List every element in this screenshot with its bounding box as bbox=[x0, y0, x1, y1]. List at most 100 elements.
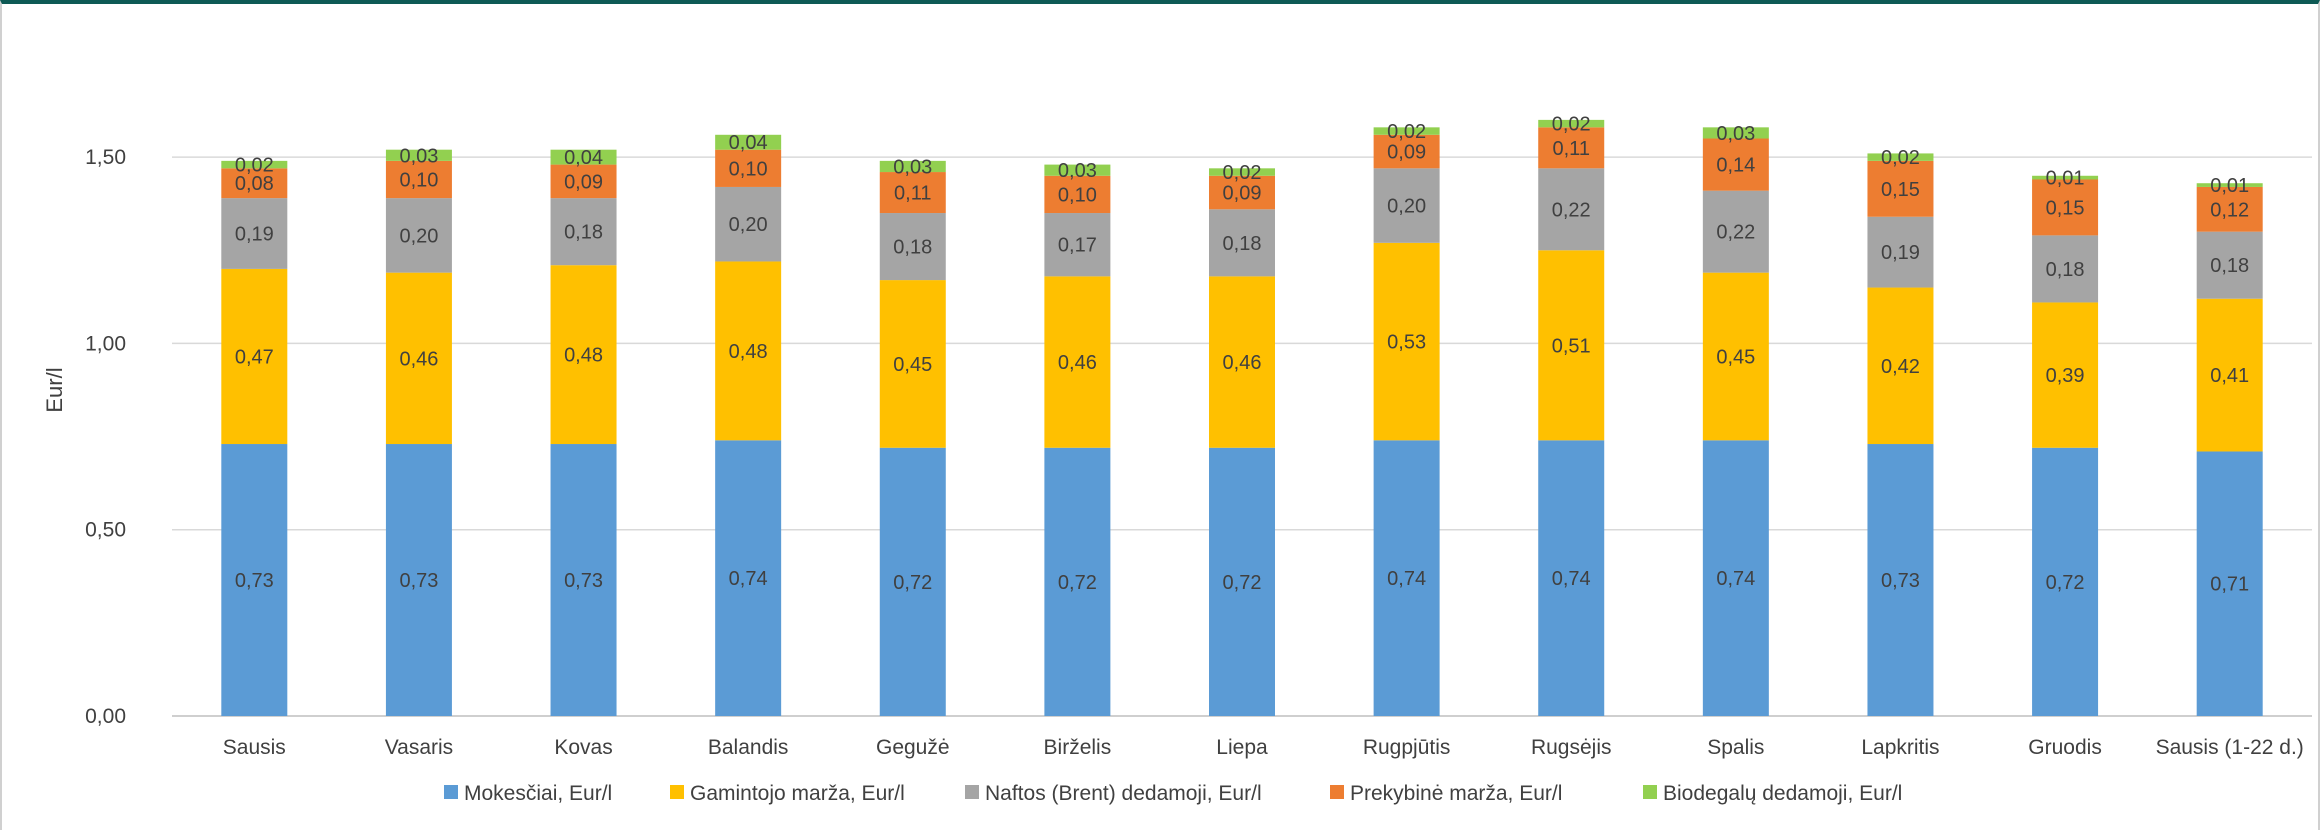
bar-segment bbox=[1209, 276, 1275, 448]
data-label: 0,73 bbox=[1881, 570, 1920, 592]
bar-segment bbox=[1702, 440, 1769, 716]
bar-segment bbox=[879, 213, 946, 281]
data-label: 0,18 bbox=[1223, 233, 1262, 255]
bar-segment bbox=[2032, 302, 2099, 448]
legend-entry: Prekybinė marža, Eur/l bbox=[1350, 782, 1562, 805]
data-label: 0,18 bbox=[564, 222, 603, 244]
bar-segment bbox=[2032, 447, 2099, 716]
bar-segment bbox=[550, 444, 617, 716]
data-label: 0,09 bbox=[1223, 183, 1262, 205]
data-label: 0,10 bbox=[1058, 184, 1097, 206]
legend-swatch bbox=[965, 785, 979, 799]
bar-segment bbox=[2196, 183, 2263, 187]
bar-segment bbox=[550, 149, 617, 165]
bar-segment bbox=[1044, 447, 1111, 716]
bar-segment bbox=[385, 272, 452, 445]
x-tick-label: Sausis (1-22 d.) bbox=[2156, 736, 2304, 759]
bar-segment bbox=[1867, 444, 1934, 716]
bar-segment bbox=[1044, 213, 1111, 277]
data-label: 0,73 bbox=[399, 570, 438, 592]
data-label: 0,20 bbox=[729, 214, 768, 236]
data-label: 0,53 bbox=[1387, 332, 1426, 354]
data-label: 0,22 bbox=[1552, 199, 1591, 221]
data-label: 0,72 bbox=[893, 572, 932, 594]
data-label: 0,12 bbox=[2210, 199, 2249, 221]
data-label: 0,71 bbox=[2210, 574, 2249, 596]
x-tick-label: Rugpjūtis bbox=[1363, 736, 1451, 759]
bar-segment bbox=[1538, 127, 1605, 169]
bar-segment bbox=[1044, 276, 1111, 448]
y-tick-label: 0,00 bbox=[85, 705, 126, 728]
data-label: 0,20 bbox=[1387, 196, 1426, 218]
data-label: 0,17 bbox=[1058, 235, 1097, 257]
data-label: 0,15 bbox=[2046, 197, 2085, 219]
bar-segment bbox=[1044, 164, 1111, 176]
bar-segment bbox=[1209, 175, 1275, 210]
bar-segment bbox=[715, 186, 782, 262]
data-label: 0,18 bbox=[2046, 259, 2085, 281]
data-label: 0,73 bbox=[564, 570, 603, 592]
legend-swatch bbox=[670, 785, 684, 799]
data-label: 0,19 bbox=[235, 224, 274, 246]
data-label: 0,03 bbox=[1716, 123, 1755, 145]
bar-segment bbox=[1538, 250, 1605, 441]
bar-segment bbox=[385, 198, 452, 273]
data-label: 0,51 bbox=[1552, 335, 1591, 357]
legend-swatch bbox=[1643, 785, 1657, 799]
data-label: 0,18 bbox=[2210, 255, 2249, 277]
data-label: 0,72 bbox=[1223, 572, 1262, 594]
data-label: 0,41 bbox=[2210, 365, 2249, 387]
data-labels: 0,730,470,190,080,020,730,460,200,100,03… bbox=[235, 114, 2249, 596]
x-tick-label: Liepa bbox=[1216, 736, 1268, 759]
bar-segment bbox=[1209, 209, 1275, 277]
bar-segment bbox=[2196, 231, 2263, 299]
bar-segment bbox=[2032, 235, 2099, 303]
data-label: 0,48 bbox=[564, 345, 603, 367]
data-label: 0,45 bbox=[893, 354, 932, 376]
bars bbox=[221, 119, 2263, 716]
x-tick-label: Birželis bbox=[1044, 736, 1112, 759]
legend-swatch bbox=[1330, 785, 1344, 799]
data-label: 0,14 bbox=[1716, 155, 1755, 177]
data-label: 0,11 bbox=[894, 183, 931, 205]
y-axis-title: Eur/l bbox=[42, 367, 67, 412]
bar-segment bbox=[879, 172, 946, 214]
data-label: 0,04 bbox=[729, 132, 768, 154]
x-tick-label: Gegužė bbox=[876, 736, 950, 759]
bar-segment bbox=[1702, 190, 1769, 273]
data-label: 0,08 bbox=[235, 173, 274, 195]
data-label: 0,15 bbox=[1881, 179, 1920, 201]
data-label: 0,02 bbox=[1223, 162, 1262, 184]
data-label: 0,10 bbox=[729, 158, 768, 180]
x-tick-label: Rugsėjis bbox=[1531, 736, 1612, 759]
y-axis-ticks: 0,00 0,50 1,00 1,50 bbox=[85, 146, 126, 728]
y-tick-label: 1,50 bbox=[85, 146, 126, 169]
data-label: 0,02 bbox=[1881, 147, 1920, 169]
x-tick-label: Sausis bbox=[223, 736, 286, 759]
bar-segment bbox=[715, 261, 782, 441]
x-axis-ticks: Sausis Vasaris Kovas Balandis Gegužė Birželis… bbox=[223, 736, 2304, 759]
bar-segment bbox=[1538, 168, 1605, 251]
legend-entry: Biodegalų dedamoji, Eur/l bbox=[1663, 782, 1902, 805]
data-label: 0,22 bbox=[1716, 222, 1755, 244]
data-label: 0,72 bbox=[1058, 572, 1097, 594]
data-label: 0,09 bbox=[564, 171, 603, 193]
bar-segment bbox=[879, 280, 946, 448]
bar-segment bbox=[1209, 447, 1275, 716]
data-label: 0,01 bbox=[2210, 175, 2249, 197]
bar-segment bbox=[1702, 138, 1769, 191]
data-label: 0,10 bbox=[399, 169, 438, 191]
y-tick-label: 0,50 bbox=[85, 519, 126, 542]
bar-segment bbox=[1373, 168, 1440, 243]
bar-segment bbox=[1538, 440, 1605, 716]
legend-swatch bbox=[444, 785, 458, 799]
data-label: 0,74 bbox=[1387, 568, 1426, 590]
data-label: 0,42 bbox=[1881, 356, 1920, 378]
data-label: 0,02 bbox=[235, 155, 274, 177]
bar-segment bbox=[550, 164, 617, 199]
bar-segment bbox=[715, 149, 782, 187]
bar-segment bbox=[715, 440, 782, 716]
data-label: 0,03 bbox=[1058, 160, 1097, 182]
bar-segment bbox=[1702, 127, 1769, 139]
bar-segment bbox=[221, 198, 288, 269]
